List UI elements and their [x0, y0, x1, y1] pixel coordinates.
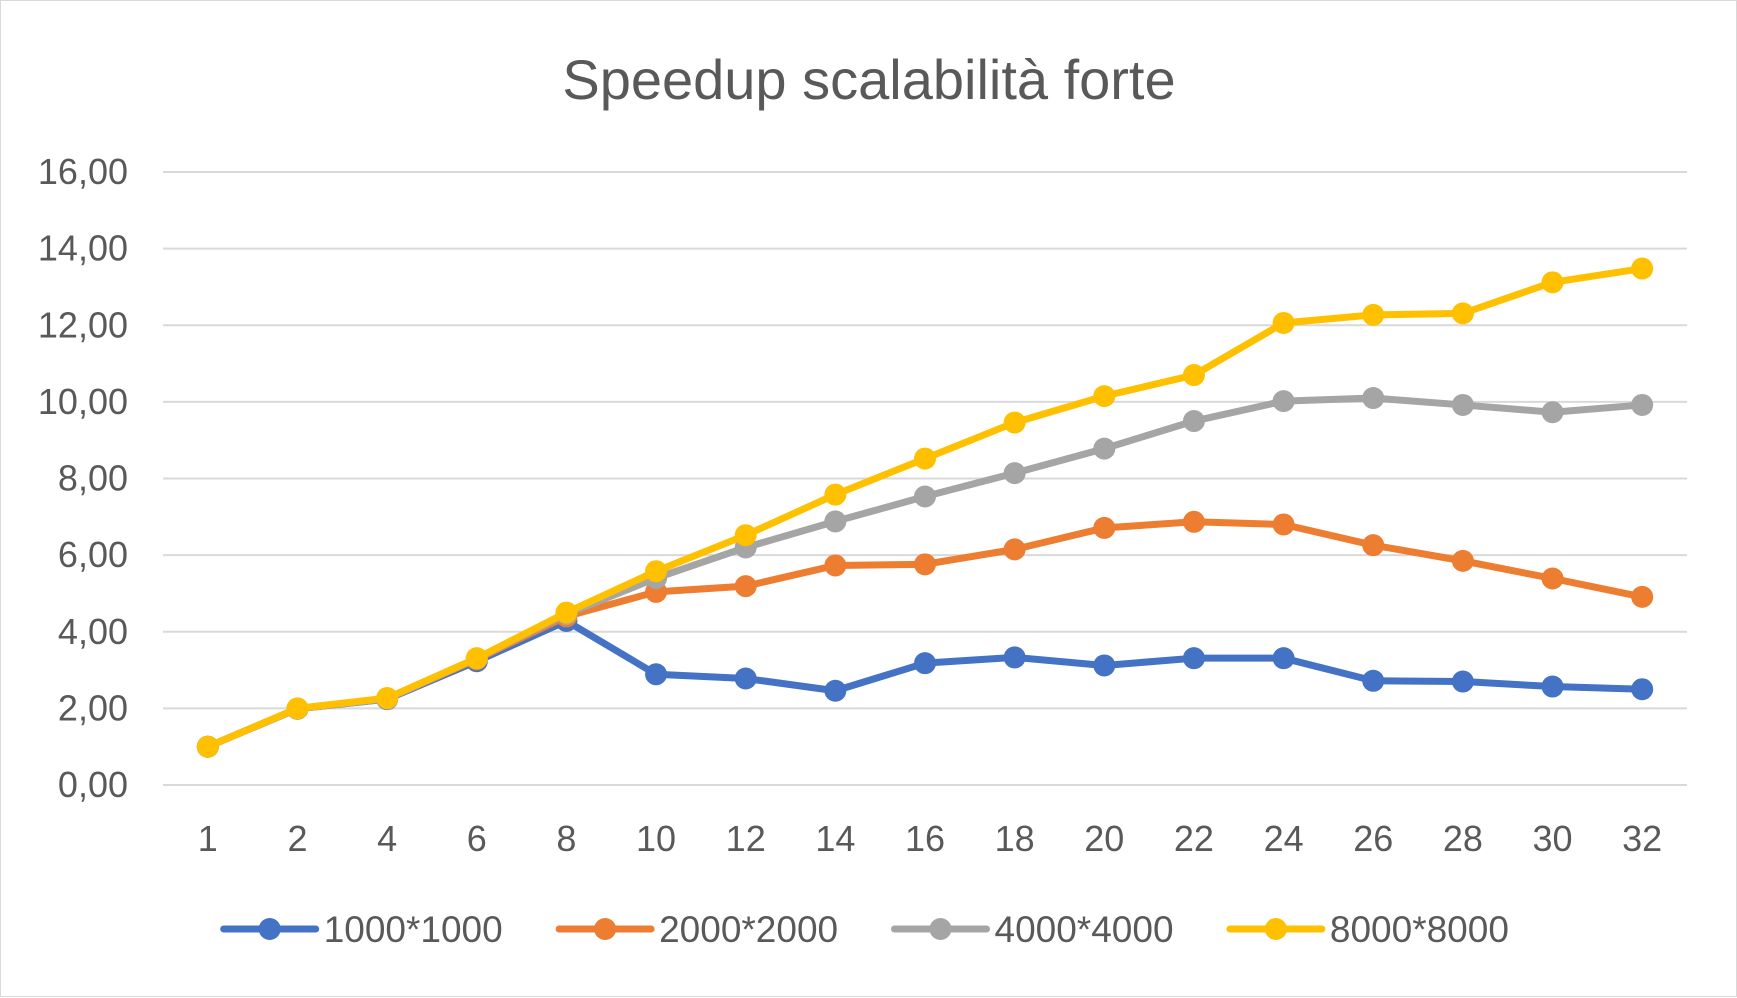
x-tick-label: 28 [1443, 818, 1483, 859]
x-tick-label: 4 [377, 818, 397, 859]
legend: 1000*1000 2000*2000 4000*4000 8000*8000 [220, 909, 1509, 950]
data-point [645, 560, 668, 583]
x-tick-label: 6 [467, 818, 487, 859]
data-point [914, 485, 936, 508]
data-point [1093, 516, 1116, 539]
data-point [196, 735, 219, 758]
data-point [645, 663, 668, 686]
legend-item-1: 2000*2000 [555, 909, 838, 950]
chart-title: Speedup scalabilità forte [562, 48, 1175, 111]
data-point [1003, 411, 1026, 434]
legend-label: 8000*8000 [1330, 909, 1509, 950]
legend-marker [258, 918, 281, 940]
x-tick-label: 18 [995, 818, 1035, 859]
data-point [1182, 364, 1205, 387]
data-point [734, 667, 757, 690]
data-point [824, 483, 847, 506]
data-point [914, 447, 936, 470]
x-tick-label: 24 [1264, 818, 1304, 859]
data-point [1272, 647, 1295, 670]
data-point [286, 697, 309, 720]
data-point [1093, 385, 1116, 408]
data-point [1631, 678, 1654, 701]
data-point [824, 554, 847, 577]
data-point [734, 575, 757, 598]
legend-item-2: 4000*4000 [891, 909, 1174, 950]
y-tick-label: 10,00 [38, 381, 128, 422]
data-point [1362, 669, 1385, 692]
legend-marker [1264, 918, 1287, 940]
y-tick-label: 8,00 [58, 458, 128, 499]
legend-label: 1000*1000 [324, 909, 503, 950]
x-tick-label: 8 [556, 818, 576, 859]
data-point [734, 524, 757, 547]
x-tick-label: 30 [1533, 818, 1573, 859]
data-point [1003, 538, 1026, 561]
data-point [465, 647, 488, 670]
y-tick-label: 14,00 [38, 228, 128, 269]
x-tick-label: 32 [1622, 818, 1662, 859]
data-point [1541, 271, 1564, 294]
x-tick-label: 10 [636, 818, 676, 859]
data-point [555, 601, 578, 624]
y-axis-tick-labels: 0,00 2,00 4,00 6,00 8,00 10,00 12,00 14,00 16,00 [38, 151, 128, 805]
x-tick-label: 22 [1174, 818, 1214, 859]
data-point [1272, 311, 1295, 334]
data-point [1541, 401, 1564, 424]
legend-label: 2000*2000 [659, 909, 838, 950]
data-point [1541, 567, 1564, 590]
x-axis-tick-labels: 1 2 4 6 8 10 12 14 16 18 20 22 24 26 28 30 32 [198, 818, 1662, 859]
x-tick-label: 14 [815, 818, 855, 859]
x-tick-label: 12 [726, 818, 766, 859]
data-point [1272, 390, 1295, 413]
data-point [1451, 549, 1474, 572]
legend-item-3: 8000*8000 [1226, 909, 1509, 950]
data-point [1093, 437, 1116, 460]
legend-label: 4000*4000 [995, 909, 1174, 950]
data-point [1182, 647, 1205, 670]
x-tick-label: 20 [1084, 818, 1124, 859]
data-point [914, 652, 936, 675]
data-point [914, 553, 936, 576]
data-point [1541, 675, 1564, 698]
y-tick-label: 2,00 [58, 687, 128, 728]
series-3 [196, 257, 1654, 758]
x-tick-label: 16 [905, 818, 945, 859]
y-tick-label: 16,00 [38, 151, 128, 192]
data-point [1362, 387, 1385, 410]
data-point [1451, 670, 1474, 693]
x-tick-label: 1 [198, 818, 218, 859]
legend-marker [929, 918, 952, 940]
x-tick-label: 26 [1353, 818, 1393, 859]
y-tick-label: 4,00 [58, 611, 128, 652]
legend-marker [594, 918, 617, 940]
data-point [1631, 257, 1654, 280]
y-tick-label: 6,00 [58, 534, 128, 575]
x-tick-label: 2 [287, 818, 307, 859]
data-point [1362, 534, 1385, 557]
data-point [1631, 585, 1654, 608]
series-1 [196, 510, 1654, 758]
data-point [1451, 302, 1474, 325]
data-point [824, 679, 847, 702]
data-point [1003, 646, 1026, 669]
data-point [1631, 393, 1654, 416]
data-point [1093, 654, 1116, 677]
data-point [1362, 303, 1385, 326]
data-point [824, 510, 847, 533]
gridlines [163, 171, 1687, 786]
data-point [1451, 393, 1474, 416]
data-point [1182, 410, 1205, 433]
series-group [196, 257, 1654, 758]
series-line [204, 265, 1646, 751]
data-point [376, 687, 399, 710]
data-point [1182, 510, 1205, 533]
legend-item-0: 1000*1000 [220, 909, 503, 950]
data-point [1003, 462, 1026, 485]
y-tick-label: 0,00 [58, 764, 128, 805]
data-point [1272, 513, 1295, 536]
y-tick-label: 12,00 [38, 304, 128, 345]
